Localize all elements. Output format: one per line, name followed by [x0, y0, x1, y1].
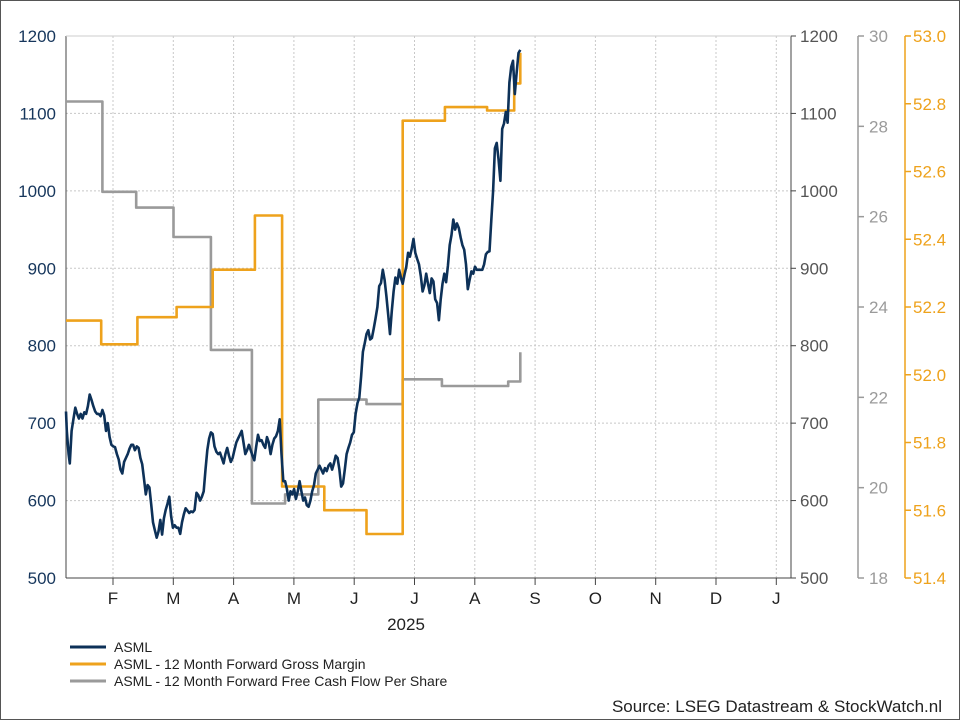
left-y-tick-label: 1200 [18, 27, 56, 46]
right-price-tick-label: 700 [800, 414, 828, 433]
gross-margin-tick-label: 52.6 [913, 163, 946, 182]
left-y-tick-label: 1000 [18, 182, 56, 201]
left-y-tick-label: 800 [28, 337, 56, 356]
gross-margin-tick-label: 53.0 [913, 27, 946, 46]
gross-margin-tick-label: 51.6 [913, 501, 946, 520]
fcf-tick-label: 26 [869, 208, 888, 227]
x-tick-label: D [710, 589, 722, 608]
fcf-tick-label: 20 [869, 479, 888, 498]
legend-label-asml: ASML [114, 639, 152, 655]
axes [65, 35, 911, 585]
right-price-tick-label: 800 [800, 337, 828, 356]
gross-margin-tick-label: 52.2 [913, 298, 946, 317]
right-price-tick-label: 900 [800, 259, 828, 278]
tick-labels: F M A M J J A S O N D J 500 600 700 800 900 1000 1100 1200 5… [18, 27, 946, 608]
x-tick-label: N [650, 589, 662, 608]
right-price-tick-label: 1100 [800, 104, 837, 123]
asml-price-line [64, 49, 522, 539]
left-y-tick-label: 600 [28, 492, 56, 511]
x-tick-label: M [287, 589, 301, 608]
x-tick-label: S [529, 589, 540, 608]
fcf-tick-label: 24 [869, 298, 888, 317]
left-y-tick-label: 900 [28, 259, 56, 278]
fcf-tick-label: 22 [869, 388, 888, 407]
left-y-tick-label: 1100 [19, 104, 56, 123]
right-price-tick-label: 600 [800, 492, 828, 511]
fcf-tick-label: 30 [869, 27, 888, 46]
x-tick-label: A [469, 589, 481, 608]
fcf-tick-label: 18 [869, 569, 888, 588]
x-tick-label: J [350, 589, 359, 608]
x-tick-label: A [228, 589, 240, 608]
legend-label-gross-margin: ASML - 12 Month Forward Gross Margin [114, 656, 366, 672]
gross-margin-tick-label: 52.0 [913, 366, 946, 385]
gross-margin-tick-label: 52.4 [913, 230, 946, 249]
left-y-tick-label: 700 [28, 414, 56, 433]
x-tick-label: J [410, 589, 419, 608]
x-tick-label: J [772, 589, 781, 608]
source-note: Source: LSEG Datastream & StockWatch.nl [612, 697, 942, 716]
free-cash-flow-line [66, 100, 522, 505]
x-tick-label: M [166, 589, 180, 608]
left-y-tick-label: 500 [28, 569, 56, 588]
x-tick-label: F [108, 589, 118, 608]
right-price-tick-label: 1000 [800, 182, 838, 201]
x-axis-year-label: 2025 [387, 615, 425, 634]
grid-lines [66, 35, 791, 579]
x-tick-label: O [589, 589, 602, 608]
series-layer [64, 49, 522, 539]
right-price-tick-label: 1200 [800, 27, 838, 46]
legend: ASML ASML - 12 Month Forward Gross Margi… [70, 639, 447, 689]
gross-margin-tick-label: 51.8 [913, 434, 946, 453]
legend-label-free-cash-flow: ASML - 12 Month Forward Free Cash Flow P… [114, 673, 447, 689]
gross-margin-line [66, 52, 522, 536]
right-price-tick-label: 500 [800, 569, 828, 588]
fcf-tick-label: 28 [869, 117, 888, 136]
gross-margin-tick-label: 52.8 [913, 95, 946, 114]
gross-margin-tick-label: 51.4 [913, 569, 946, 588]
